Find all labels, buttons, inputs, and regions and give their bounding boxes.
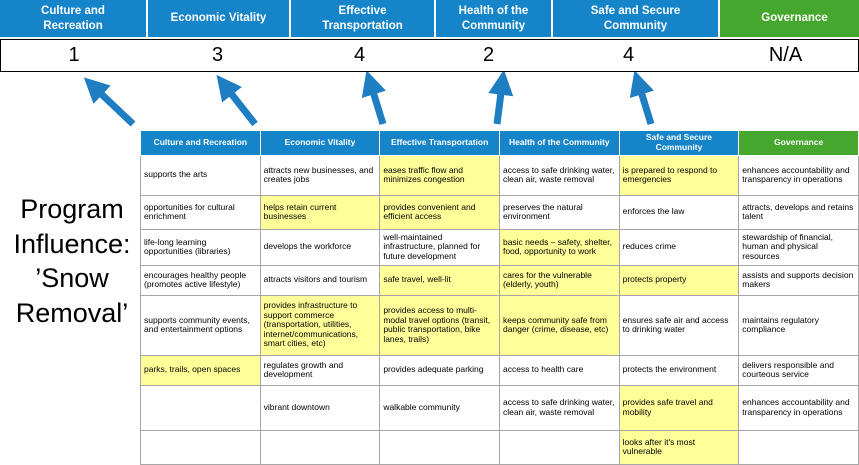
table-header-2: Economic Vitality [259, 130, 381, 156]
score-value-5: 4 [622, 44, 635, 66]
table-cell-r1-c2: attracts new businesses, and creates job… [259, 154, 381, 196]
table-cell-r3-c1: life-long learning opportunities (librar… [140, 228, 261, 266]
influence-arrow-5 [629, 72, 655, 126]
summary-category-6: Governance [720, 0, 859, 37]
table-cell-r8-c6 [738, 429, 859, 465]
table-cell-r7-c3: walkable community [379, 384, 500, 431]
table-cell-r5-c5: ensures safe air and access to drinking … [618, 294, 740, 356]
score-value-4: 2 [482, 44, 495, 66]
table-cell-r5-c4: keeps community safe from danger (crime,… [498, 294, 620, 356]
score-value-1: 1 [68, 44, 80, 66]
table-cell-r5-c6: maintains regulatory compliance [738, 294, 859, 356]
score-value-2: 3 [211, 44, 224, 66]
table-cell-r2-c3: provides convenient and efficient access [379, 194, 500, 230]
table-cell-r4-c3: safe travel, well-lit [379, 264, 500, 296]
summary-category-4: Health of the Community [436, 0, 551, 37]
score-value-6: N/A [768, 44, 803, 66]
table-cell-r5-c2: provides infrastructure to support comme… [259, 294, 381, 356]
table-cell-r7-c4: access to safe drinking water, clean air… [498, 384, 620, 431]
table-cell-r1-c1: supports the arts [140, 154, 261, 196]
table-cell-r2-c4: preserves the natural environment [498, 194, 620, 230]
table-cell-r6-c3: provides adequate parking [379, 354, 500, 386]
table-cell-r6-c2: regulates growth and development [259, 354, 381, 386]
table-cell-r6-c6: delivers responsible and courteous servi… [738, 354, 859, 386]
score-row: 1 3 4 2 4 N/A [0, 39, 859, 72]
table-cell-r4-c1: encourages healthy people (promotes acti… [140, 264, 261, 296]
table-cell-r3-c5: reduces crime [618, 228, 740, 266]
influence-arrow-3 [361, 72, 387, 126]
table-header-6: Governance [738, 130, 859, 156]
table-header-1: Culture and Recreation [140, 130, 261, 156]
table-header-4: Health of the Community [498, 130, 620, 156]
table-cell-r4-c5: protects property [618, 264, 740, 296]
table-cell-r6-c1: parks, trails, open spaces [140, 354, 261, 386]
influence-arrow-2 [216, 74, 258, 127]
table-cell-r2-c2: helps retain current businesses [259, 194, 381, 230]
table-cell-r6-c4: access to health care [498, 354, 620, 386]
influence-arrows [83, 72, 655, 127]
table-cell-r6-c5: protects the environment [618, 354, 740, 386]
influence-table-inner: Culture and Recreation Economic Vitality E… [140, 130, 859, 465]
summary-category-5: Safe and Secure Community [553, 0, 718, 37]
table-header-3: Effective Transportation [379, 130, 500, 156]
table-cell-r3-c4: basic needs – safety, shelter, food, opp… [498, 228, 620, 266]
score-value-3: 4 [353, 44, 366, 66]
table-header-5: Safe and Secure Community [618, 130, 740, 156]
table-cell-r1-c5: is prepared to respond to emergencies [618, 154, 740, 196]
summary-category-1: Culture and Recreation [0, 0, 146, 37]
table-cell-r7-c2: vibrant downtown [259, 384, 381, 431]
table-cell-r1-c3: eases traffic flow and minimizes congest… [379, 154, 500, 196]
table-cell-r2-c6: attracts, develops and retains talent [738, 194, 859, 230]
table-cell-r2-c1: opportunities for cultural enrichment [140, 194, 261, 230]
table-cell-r8-c3 [379, 429, 500, 465]
table-cell-r8-c5: looks after it's most vulnerable [618, 429, 740, 465]
table-cell-r3-c6: stewardship of financial, human and phys… [738, 228, 859, 266]
table-cell-r7-c6: enhances accountability and transparency… [738, 384, 859, 431]
table-cell-r8-c4 [498, 429, 620, 465]
program-label: Program Influence: ’Snow Removal’ [13, 194, 131, 328]
table-cell-r4-c2: attracts visitors and tourism [259, 264, 381, 296]
table-cell-r1-c4: access to safe drinking water, clean air… [498, 154, 620, 196]
table-cell-r3-c2: develops the workforce [259, 228, 381, 266]
table-cell-r8-c1 [140, 429, 261, 465]
influence-arrow-1 [83, 77, 136, 127]
table-cell-r8-c2 [259, 429, 381, 465]
table-cell-r5-c1: supports community events, and entertain… [140, 294, 261, 356]
summary-category-3: Effective Transportation [291, 0, 434, 37]
table-cell-r1-c6: enhances accountability and transparency… [738, 154, 859, 196]
summary-category-2: Economic Vitality [148, 0, 289, 37]
table-cell-r3-c3: well-maintained infrastructure, planned … [379, 228, 500, 266]
table-cell-r2-c5: enforces the law [618, 194, 740, 230]
table-cell-r5-c3: provides access to multi-modal travel op… [379, 294, 500, 356]
table-cell-r7-c1 [140, 384, 261, 431]
table-cell-r4-c4: cares for the vulnerable (elderly, youth… [498, 264, 620, 296]
influence-table: Culture and Recreation Economic Vitality E… [140, 130, 859, 465]
summary-header-row: Culture and Recreation Economic Vitality E… [0, 0, 859, 37]
influence-arrow-4 [488, 72, 514, 125]
table-cell-r4-c6: assists and supports decision makers [738, 264, 859, 296]
table-cell-r7-c5: provides safe travel and mobility [618, 384, 740, 431]
